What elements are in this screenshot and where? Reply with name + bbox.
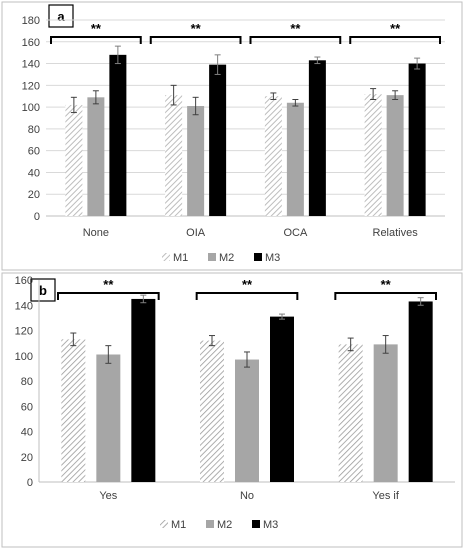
significance-label: **	[91, 21, 102, 36]
y-tick-label: 100	[15, 351, 33, 363]
bar-m2	[87, 97, 105, 216]
y-tick-label: 140	[22, 59, 40, 71]
bar-m1	[61, 339, 86, 482]
y-tick-label: 60	[28, 146, 40, 158]
y-tick-label: 40	[28, 167, 40, 179]
bar-m3	[270, 316, 294, 482]
legend-label: M1	[171, 519, 186, 531]
significance-bracket	[334, 292, 437, 300]
legend-swatch-m3	[254, 253, 262, 261]
legend-label: M3	[263, 519, 278, 531]
bar-m2	[373, 344, 398, 482]
significance-label: **	[290, 21, 301, 36]
y-tick-label: 180	[22, 15, 40, 27]
y-tick-label: 0	[27, 477, 33, 489]
legend-swatch-m2	[206, 520, 214, 528]
bar-m3	[308, 60, 326, 217]
x-tick-label: Yes	[99, 490, 117, 502]
x-tick-label: Relatives	[373, 227, 419, 239]
significance-label: **	[381, 277, 392, 292]
bar-m3	[408, 63, 426, 216]
panel-a-chart: 0 20 40 60 80 100 120 140 160 180 None ** OIA ** OCA **…	[22, 15, 445, 264]
y-tick-label: 140	[15, 300, 33, 312]
legend-swatch-m2	[208, 253, 216, 261]
significance-bracket	[349, 36, 441, 44]
y-tick-label: 20	[28, 189, 40, 201]
bar-m3	[109, 54, 127, 216]
y-tick-label: 120	[22, 80, 40, 92]
bar-m3	[209, 64, 227, 217]
y-tick-label: 100	[22, 102, 40, 114]
bar-m3	[408, 301, 433, 482]
significance-bracket	[249, 36, 342, 44]
y-tick-label: 160	[15, 275, 33, 287]
legend-label: M2	[219, 252, 234, 264]
bar-m2	[386, 95, 404, 216]
significance-bracket	[50, 36, 142, 44]
y-tick-label: 80	[21, 376, 33, 388]
bar-m2	[96, 354, 121, 482]
significance-label: **	[242, 277, 253, 292]
significance-bracket	[57, 292, 160, 300]
y-tick-label: 40	[21, 427, 33, 439]
bar-m1	[200, 340, 224, 482]
x-tick-label: None	[83, 227, 109, 239]
significance-label: **	[390, 21, 401, 36]
y-tick-label: 0	[34, 211, 40, 223]
x-tick-label: Yes if	[372, 490, 399, 502]
x-tick-label: No	[240, 490, 254, 502]
bar-m2	[187, 106, 205, 216]
y-tick-label: 160	[22, 37, 40, 49]
legend-swatch-m1	[162, 253, 170, 261]
legend-swatch-m1	[160, 520, 168, 528]
y-tick-label: 60	[21, 401, 33, 413]
significance-bracket	[195, 292, 299, 300]
y-tick-label: 80	[28, 124, 40, 136]
x-tick-label: OCA	[283, 227, 308, 239]
y-tick-label: 120	[15, 326, 33, 338]
significance-bracket	[149, 36, 242, 44]
bar-m2	[286, 102, 304, 216]
panel-b-label: b	[39, 283, 47, 298]
bar-m1	[364, 94, 382, 216]
bar-m1	[264, 96, 282, 216]
legend-label: M1	[173, 252, 188, 264]
bar-m1	[165, 95, 183, 216]
legend-label: M3	[265, 252, 280, 264]
bar-m3	[131, 298, 156, 482]
panel-a-label-box: a	[48, 4, 74, 28]
panel-b-label-box: b	[30, 278, 56, 302]
bar-m1	[65, 104, 83, 216]
significance-label: **	[191, 21, 202, 36]
panel-b-chart: 0 20 40 60 80 100 120 140 160 Yes ** No ** Yes if ** M1…	[15, 275, 455, 531]
y-tick-label: 20	[21, 452, 33, 464]
legend-swatch-m3	[252, 520, 260, 528]
bar-m2	[235, 359, 259, 482]
panel-a-label: a	[57, 9, 65, 24]
legend-label: M2	[217, 519, 232, 531]
significance-label: **	[103, 277, 114, 292]
bar-m1	[338, 344, 363, 482]
x-tick-label: OIA	[186, 227, 206, 239]
